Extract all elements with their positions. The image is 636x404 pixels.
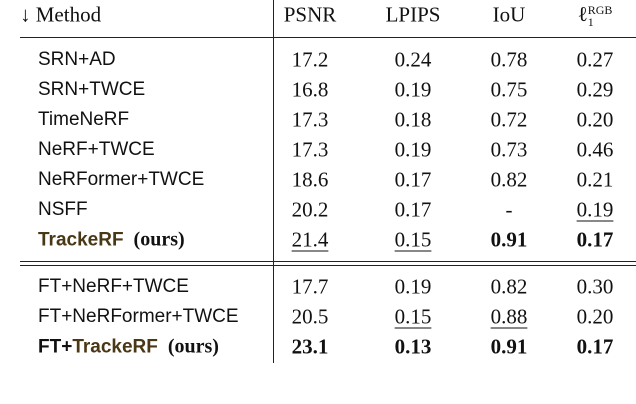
method-name: FT+NeRF+TWCE: [38, 276, 189, 298]
vertical-rule: [273, 0, 274, 363]
metric-value: 16.8: [291, 77, 329, 102]
metric-value: 0.82: [490, 167, 528, 192]
metric-value: 17.2: [291, 47, 329, 72]
metric-value: 0.18: [394, 107, 432, 132]
method-part: FT+NeRFormer+TWCE: [38, 306, 239, 327]
sub-sup: RGB 1: [588, 4, 613, 28]
metric-value: 0.19: [394, 77, 432, 102]
metric-value: 20.5: [291, 304, 329, 329]
header-rule: [20, 37, 636, 38]
method-part: NSFF: [38, 199, 88, 220]
metric-value: 0.91: [490, 334, 528, 359]
symbol: ℓ: [577, 1, 588, 26]
metric-value: 0.13: [394, 334, 432, 359]
metric-value: 0.75: [490, 77, 528, 102]
group-rule: [20, 261, 636, 262]
method-name: SRN+AD: [38, 49, 116, 71]
metric-value: 0.15: [394, 304, 432, 329]
method-name: NeRF+TWCE: [38, 139, 155, 161]
method-part: SRN+AD: [38, 49, 116, 70]
method-part: SRN+TWCE: [38, 79, 146, 100]
metric-value: 18.6: [291, 167, 329, 192]
metric-value: 0.15: [394, 227, 432, 252]
metric-value: 0.19: [394, 274, 432, 299]
method-part: TrackeRF: [72, 336, 158, 358]
header-metric: PSNR: [283, 2, 337, 27]
metric-value: 0.82: [490, 274, 528, 299]
metric-value: 0.30: [576, 274, 614, 299]
metric-value: 20.2: [291, 197, 329, 222]
metric-value: 0.19: [576, 197, 614, 222]
header-metric: LPIPS: [385, 2, 441, 27]
metric-value: 0.72: [490, 107, 528, 132]
metric-value: 0.88: [490, 304, 528, 329]
header-method: ↓ Method: [20, 2, 102, 27]
header-metric: IoU: [492, 2, 526, 27]
metric-value: 21.4: [291, 227, 329, 252]
metric-value: 0.21: [576, 167, 614, 192]
header-metric: ℓ RGB 1: [578, 2, 613, 28]
method-name: SRN+TWCE: [38, 79, 145, 101]
metric-value: 0.46: [576, 137, 614, 162]
metric-value: 0.91: [490, 227, 528, 252]
metric-value: 17.3: [291, 137, 329, 162]
method-name: TimeNeRF: [38, 109, 129, 131]
metric-value: 23.1: [291, 334, 329, 359]
metric-value: 0.17: [576, 334, 614, 359]
method-part: FT+: [38, 336, 73, 358]
metric-value: 0.20: [576, 107, 614, 132]
method-name: FT+NeRFormer+TWCE: [38, 306, 239, 328]
metric-value: 17.7: [291, 274, 329, 299]
metric-value: 0.78: [490, 47, 528, 72]
metric-value: 0.17: [394, 197, 432, 222]
method-part: FT+NeRF+TWCE: [38, 276, 189, 297]
metric-value: 0.29: [576, 77, 614, 102]
method-part: NeRF+TWCE: [38, 139, 155, 160]
metric-value: 0.73: [490, 137, 528, 162]
method-name: NSFF: [38, 199, 88, 221]
method-part: TrackeRF: [38, 229, 124, 251]
metric-value: 0.19: [394, 137, 432, 162]
method-part: TimeNeRF: [38, 109, 130, 130]
method-name: FT+TrackeRF (ours): [38, 336, 219, 359]
metric-value: 0.27: [576, 47, 614, 72]
metric-value: 0.17: [394, 167, 432, 192]
method-suffix: (ours): [133, 228, 185, 251]
metric-value: -: [505, 197, 513, 222]
superscript: RGB: [587, 3, 613, 18]
metric-value: 0.17: [576, 227, 614, 252]
metric-value: 17.3: [291, 107, 329, 132]
metric-value: 0.20: [576, 304, 614, 329]
method-name: NeRFormer+TWCE: [38, 169, 204, 191]
method-suffix: (ours): [167, 335, 219, 358]
subscript: 1: [587, 15, 594, 30]
metric-value: 0.24: [394, 47, 432, 72]
group-rule: [20, 265, 636, 266]
method-part: NeRFormer+TWCE: [38, 169, 205, 190]
method-name: TrackeRF (ours): [38, 229, 185, 252]
